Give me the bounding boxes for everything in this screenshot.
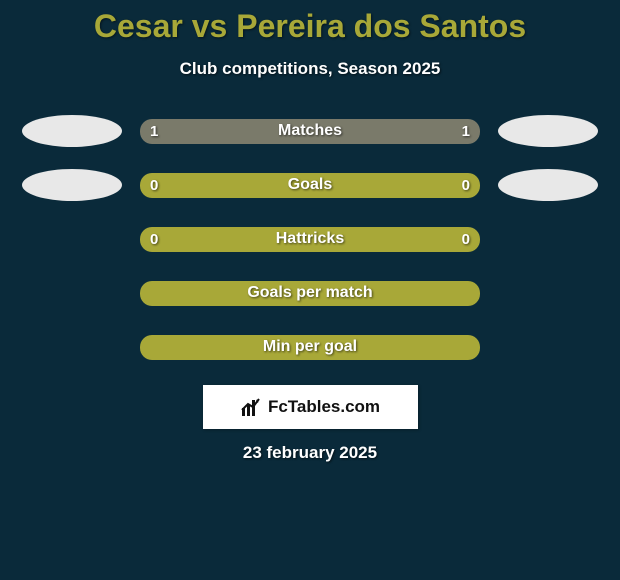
chart-icon [240,396,262,418]
player-right-marker [498,169,598,201]
spacer [22,277,122,309]
stat-row: 0 Hattricks 0 [0,223,620,255]
spacer [22,223,122,255]
stat-value-right: 1 [462,123,470,140]
stat-label: Goals [288,176,332,194]
player-left-marker [22,169,122,201]
spacer [498,331,598,363]
stat-rows: 1 Matches 1 0 Goals 0 0 Hattricks 0 Goals per mat… [0,115,620,363]
stat-label: Matches [278,122,342,140]
stat-value-left: 0 [150,177,158,194]
stat-value-right: 0 [462,231,470,248]
date-text: 23 february 2025 [0,443,620,463]
stat-label: Hattricks [276,230,344,248]
stat-value-right: 0 [462,177,470,194]
stat-label: Goals per match [247,284,372,302]
stat-row: 0 Goals 0 [0,169,620,201]
stat-bar: 1 Matches 1 [140,119,480,144]
stat-bar: Min per goal [140,335,480,360]
stat-label: Min per goal [263,338,357,356]
spacer [22,331,122,363]
stat-value-left: 0 [150,231,158,248]
subtitle: Club competitions, Season 2025 [0,59,620,79]
brand-badge: FcTables.com [203,385,418,429]
stat-bar: 0 Goals 0 [140,173,480,198]
spacer [498,277,598,309]
stat-row: Goals per match [0,277,620,309]
spacer [498,223,598,255]
player-left-marker [22,115,122,147]
stat-row: Min per goal [0,331,620,363]
stat-bar: Goals per match [140,281,480,306]
stat-row: 1 Matches 1 [0,115,620,147]
brand-text: FcTables.com [268,397,380,417]
stat-bar: 0 Hattricks 0 [140,227,480,252]
stat-value-left: 1 [150,123,158,140]
comparison-card: Cesar vs Pereira dos Santos Club competi… [0,0,620,463]
player-right-marker [498,115,598,147]
page-title: Cesar vs Pereira dos Santos [0,8,620,45]
